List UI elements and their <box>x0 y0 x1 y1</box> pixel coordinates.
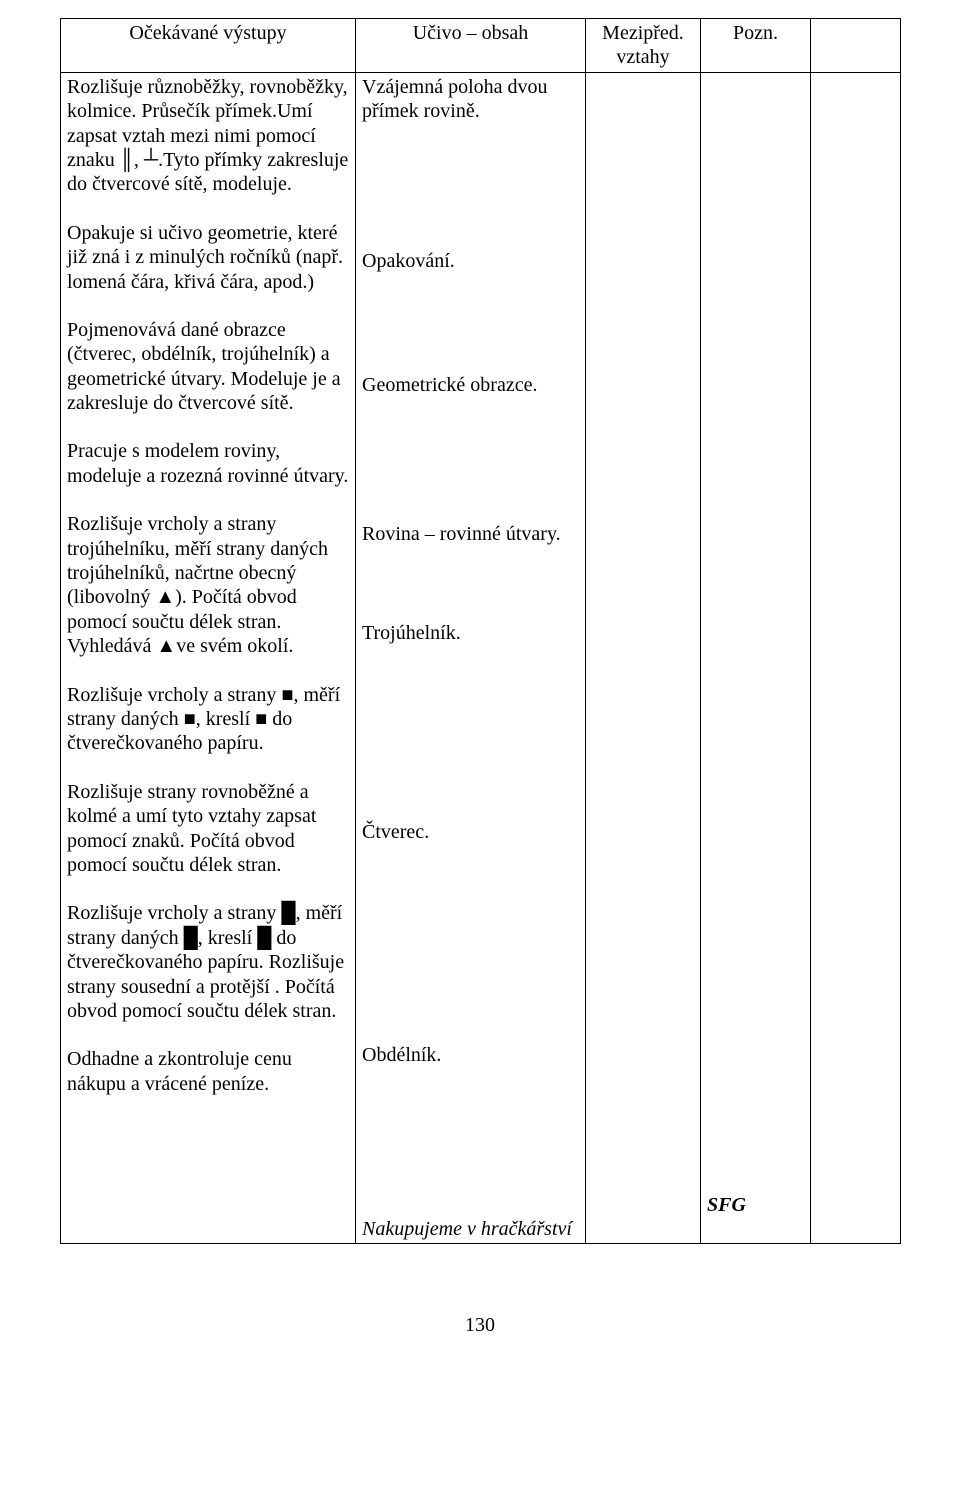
note-block: SFG <box>707 1193 804 1217</box>
header-relations: Mezipřed. vztahy <box>586 19 701 73</box>
header-notes: Pozn. <box>701 19 811 73</box>
note-block <box>707 1019 804 1193</box>
content-block: Geometrické obrazce. <box>362 373 579 498</box>
note-block <box>707 349 804 498</box>
content-block: Nakupujeme v hračkářství <box>362 1217 579 1241</box>
page-number: 130 <box>60 1314 900 1337</box>
content-block: Obdélník. <box>362 1043 579 1193</box>
content-block: Čtverec. <box>362 820 579 895</box>
outcome-block: Rozlišuje vrcholy a strany ■, měří stran… <box>67 683 349 756</box>
content-block: Opakování. <box>362 249 579 349</box>
outcome-block: Pracuje s modelem roviny, modeluje a roz… <box>67 439 349 488</box>
header-extra <box>811 19 901 73</box>
outcome-block: Pojmenovává dané obrazce (čtverec, obdél… <box>67 318 349 416</box>
outcome-block: Rozlišuje vrcholy a strany █, měří stran… <box>67 901 349 1023</box>
outcome-block: Odhadne a zkontroluje cenu nákupu a vrác… <box>67 1047 349 1096</box>
cell-notes: SFG <box>701 72 811 1243</box>
cell-relations <box>586 72 701 1243</box>
table-body-row: Rozlišuje různoběžky, rovnoběžky, kolmic… <box>61 72 901 1243</box>
note-block <box>707 796 804 895</box>
content-block: Vzájemná poloha dvou přímek rovině. <box>362 75 579 225</box>
note-block <box>707 498 804 597</box>
header-content: Učivo – obsah <box>356 19 586 73</box>
outcome-block: Rozlišuje strany rovnoběžné a kolmé a um… <box>67 780 349 878</box>
content-block <box>362 919 579 1019</box>
page: Očekávané výstupy Učivo – obsah Mezipřed… <box>0 0 960 1367</box>
table-header-row: Očekávané výstupy Učivo – obsah Mezipřed… <box>61 19 901 73</box>
cell-extra <box>811 72 901 1243</box>
cell-outcomes: Rozlišuje různoběžky, rovnoběžky, kolmic… <box>61 72 356 1243</box>
outcome-block: Opakuje si učivo geometrie, které již zn… <box>67 221 349 294</box>
outcome-block: Rozlišuje vrcholy a strany trojúhelníku,… <box>67 512 349 658</box>
outcome-block: Rozlišuje různoběžky, rovnoběžky, kolmic… <box>67 75 349 197</box>
note-block <box>707 75 804 225</box>
header-outcomes: Očekávané výstupy <box>61 19 356 73</box>
curriculum-table: Očekávané výstupy Učivo – obsah Mezipřed… <box>60 18 901 1244</box>
note-block <box>707 225 804 349</box>
note-block <box>707 597 804 796</box>
cell-content: Vzájemná poloha dvou přímek rovině. Opak… <box>356 72 586 1243</box>
content-block: Rovina – rovinné útvary. <box>362 522 579 597</box>
content-block: Trojúhelník. <box>362 621 579 796</box>
note-block <box>707 895 804 1019</box>
